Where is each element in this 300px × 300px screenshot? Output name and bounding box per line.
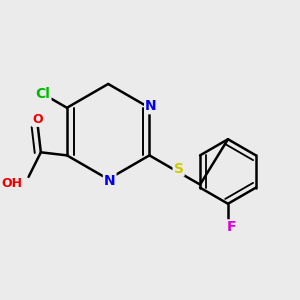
Text: Cl: Cl <box>36 87 50 101</box>
Text: S: S <box>174 162 184 176</box>
Text: N: N <box>145 99 157 113</box>
Text: N: N <box>104 174 116 188</box>
Text: O: O <box>32 113 43 126</box>
Text: OH: OH <box>2 176 22 190</box>
Text: F: F <box>226 220 236 234</box>
